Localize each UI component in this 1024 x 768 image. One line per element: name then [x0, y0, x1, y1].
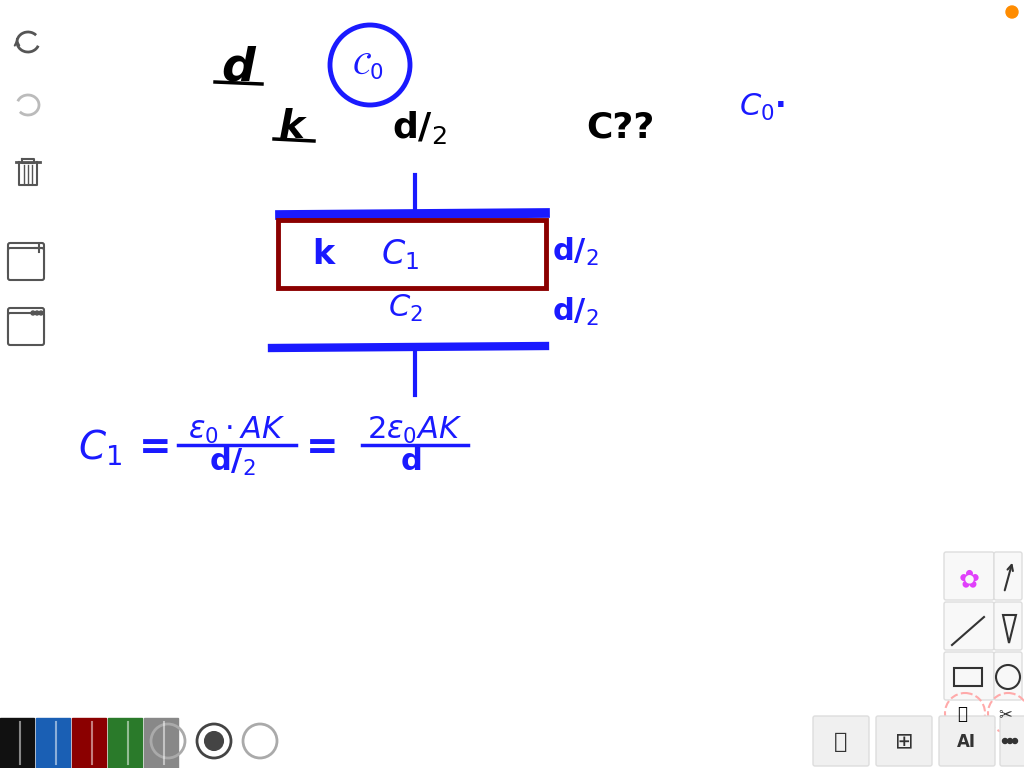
Circle shape: [1002, 739, 1008, 743]
Text: d/$_2$: d/$_2$: [552, 296, 598, 328]
FancyBboxPatch shape: [994, 602, 1022, 650]
Text: $2\epsilon_0 AK$: $2\epsilon_0 AK$: [368, 415, 463, 445]
Bar: [0, 718, 34, 768]
FancyBboxPatch shape: [1000, 716, 1024, 766]
Text: ⊞: ⊞: [895, 732, 913, 752]
Circle shape: [1013, 739, 1018, 743]
Text: d: d: [221, 45, 255, 91]
FancyBboxPatch shape: [8, 308, 44, 340]
Text: d/$_2$: d/$_2$: [209, 446, 255, 478]
Bar: [108, 718, 142, 768]
Bar: [36, 718, 70, 768]
Text: d/$_2$: d/$_2$: [392, 108, 447, 145]
Text: $C_2$: $C_2$: [388, 293, 422, 323]
Text: AI: AI: [956, 733, 976, 751]
Bar: [72, 718, 106, 768]
FancyBboxPatch shape: [939, 716, 995, 766]
FancyBboxPatch shape: [8, 243, 44, 275]
Text: k: k: [312, 239, 334, 272]
Circle shape: [205, 732, 223, 750]
Circle shape: [39, 311, 43, 315]
FancyBboxPatch shape: [813, 716, 869, 766]
Text: =: =: [306, 429, 338, 467]
Text: ⧉: ⧉: [835, 732, 848, 752]
Circle shape: [1008, 739, 1013, 743]
Text: $C_0$·: $C_0$·: [739, 91, 785, 123]
Text: d: d: [401, 448, 423, 476]
Text: ✂: ✂: [998, 705, 1012, 723]
FancyBboxPatch shape: [8, 248, 44, 280]
Text: $C_1$: $C_1$: [381, 237, 419, 273]
Bar: [144, 718, 178, 768]
Text: $\epsilon_0 \cdot AK$: $\epsilon_0 \cdot AK$: [188, 415, 286, 445]
Text: d/$_2$: d/$_2$: [552, 236, 598, 268]
Circle shape: [1006, 6, 1018, 18]
Circle shape: [35, 311, 39, 315]
FancyBboxPatch shape: [876, 716, 932, 766]
FancyBboxPatch shape: [944, 602, 994, 650]
FancyBboxPatch shape: [994, 652, 1022, 700]
Text: k: k: [280, 108, 305, 146]
Text: 🔨: 🔨: [957, 705, 967, 723]
Text: $C_1$: $C_1$: [78, 428, 122, 468]
Text: =: =: [138, 429, 171, 467]
FancyBboxPatch shape: [994, 552, 1022, 600]
FancyBboxPatch shape: [944, 652, 994, 700]
Circle shape: [31, 311, 35, 315]
Text: C??: C??: [586, 110, 654, 144]
Text: ✿: ✿: [958, 568, 980, 592]
Text: $\mathcal{C}_0$: $\mathcal{C}_0$: [352, 52, 384, 82]
Bar: [954, 668, 982, 686]
FancyBboxPatch shape: [944, 552, 994, 600]
FancyBboxPatch shape: [8, 313, 44, 345]
FancyBboxPatch shape: [278, 220, 546, 288]
